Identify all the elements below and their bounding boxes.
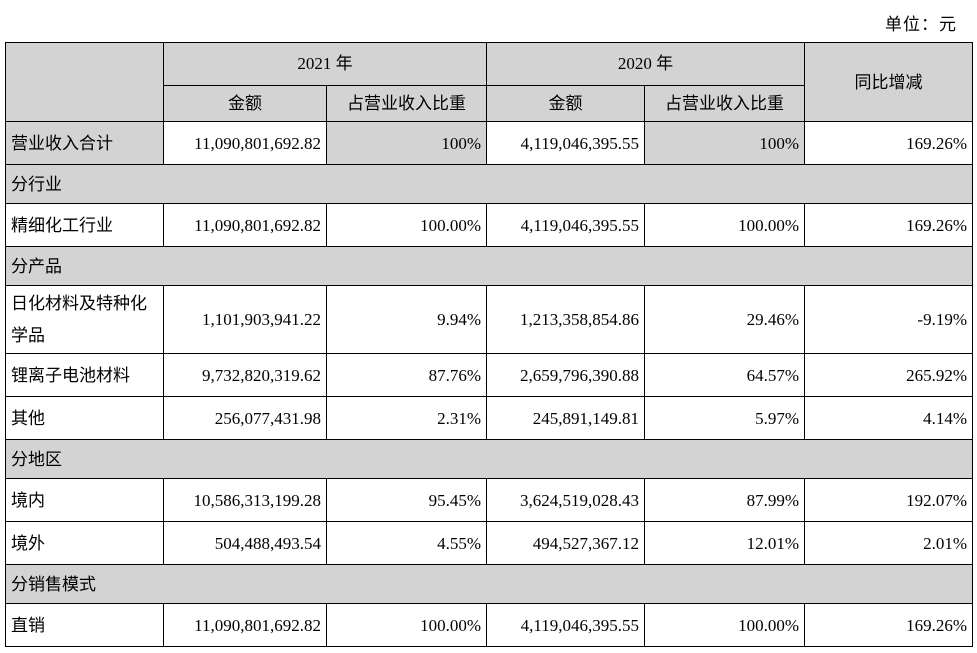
amount-2021-cell: 9,732,820,319.62 — [163, 353, 327, 398]
amount-2021-header: 金额 — [163, 84, 327, 123]
yoy-cell: 169.26% — [804, 121, 973, 166]
year-2020-header: 2020 年 — [486, 42, 805, 86]
row-label-cell: 其他 — [5, 396, 164, 441]
section-label-cell: 分销售模式 — [5, 564, 973, 605]
yoy-header: 同比增减 — [804, 41, 973, 123]
amount-2020-cell: 494,527,367.12 — [486, 521, 645, 566]
pct-2020-header: 占营业收入比重 — [644, 84, 805, 123]
table-header: 2021 年 2020 年 同比增减 金额 占营业收入比重 金额 占营业收入比重 — [5, 41, 973, 123]
amount-2021-cell: 11,090,801,692.82 — [163, 603, 327, 648]
pct-2020-cell: 87.99% — [644, 478, 805, 523]
yoy-cell: 2.01% — [804, 521, 973, 566]
amount-2020-cell: 4,119,046,395.55 — [486, 603, 645, 648]
header-row-years: 2021 年 2020 年 同比增减 — [5, 41, 973, 123]
table-body: 营业收入合计 11,090,801,692.82 100% 4,119,046,395… — [5, 121, 973, 648]
yoy-cell: 265.92% — [804, 353, 973, 398]
row-label-cell: 境外 — [5, 521, 164, 566]
pct-2021-cell: 95.45% — [326, 478, 487, 523]
year-2021-header: 2021 年 — [163, 42, 487, 86]
section-row: 分地区 — [5, 439, 973, 480]
section-row: 分销售模式 — [5, 564, 973, 605]
revenue-breakdown-table: 2021 年 2020 年 同比增减 金额 占营业收入比重 金额 占营业收入比重… — [5, 41, 973, 648]
pct-2021-cell: 4.55% — [326, 521, 487, 566]
row-label-cell: 精细化工行业 — [5, 203, 164, 248]
pct-2021-header: 占营业收入比重 — [326, 84, 487, 123]
section-label-cell: 分行业 — [5, 164, 973, 205]
pct-2020-cell: 100.00% — [644, 603, 805, 648]
amount-2020-cell: 4,119,046,395.55 — [486, 203, 645, 248]
yoy-cell: 169.26% — [804, 603, 973, 648]
amount-2021-cell: 1,101,903,941.22 — [163, 285, 327, 355]
table-row: 日化材料及特种化学品 1,101,903,941.22 9.94% 1,213,358… — [5, 285, 973, 355]
row-label-cell: 锂离子电池材料 — [5, 353, 164, 398]
row-label-cell: 日化材料及特种化学品 — [5, 285, 164, 355]
pct-2021-cell: 9.94% — [326, 285, 487, 355]
amount-2021-cell: 10,586,313,199.28 — [163, 478, 327, 523]
table-row: 精细化工行业 11,090,801,692.82 100.00% 4,119,046,… — [5, 203, 973, 248]
pct-2020-cell: 100.00% — [644, 203, 805, 248]
row-label-cell: 营业收入合计 — [5, 121, 164, 166]
amount-2020-cell: 4,119,046,395.55 — [486, 121, 645, 166]
pct-2021-cell: 100% — [326, 121, 487, 166]
corner-cell — [5, 41, 164, 123]
amount-2020-cell: 245,891,149.81 — [486, 396, 645, 441]
yoy-cell: 169.26% — [804, 203, 973, 248]
amount-2021-cell: 11,090,801,692.82 — [163, 203, 327, 248]
unit-label: 单位：元 — [885, 15, 957, 34]
table-row: 境内 10,586,313,199.28 95.45% 3,624,519,028.4… — [5, 478, 973, 523]
table-row: 其他 256,077,431.98 2.31% 245,891,149.81 5.97%… — [5, 396, 973, 441]
amount-2020-cell: 1,213,358,854.86 — [486, 285, 645, 355]
section-row: 分行业 — [5, 164, 973, 205]
section-label-cell: 分地区 — [5, 439, 973, 480]
pct-2021-cell: 2.31% — [326, 396, 487, 441]
header-row-measures: 金额 占营业收入比重 金额 占营业收入比重 — [6, 84, 973, 123]
row-label-cell: 境内 — [5, 478, 164, 523]
section-label-cell: 分产品 — [5, 246, 973, 287]
amount-2021-cell: 256,077,431.98 — [163, 396, 327, 441]
pct-2020-cell: 12.01% — [644, 521, 805, 566]
section-row: 分产品 — [5, 246, 973, 287]
amount-2020-cell: 2,659,796,390.88 — [486, 353, 645, 398]
pct-2021-cell: 87.76% — [326, 353, 487, 398]
amount-2020-header: 金额 — [486, 84, 645, 123]
table-row: 锂离子电池材料 9,732,820,319.62 87.76% 2,659,796,3… — [5, 353, 973, 398]
pct-2021-cell: 100.00% — [326, 203, 487, 248]
pct-2021-cell: 100.00% — [326, 603, 487, 648]
pct-2020-cell: 29.46% — [644, 285, 805, 355]
table-row: 境外 504,488,493.54 4.55% 494,527,367.12 12.01… — [5, 521, 973, 566]
pct-2020-cell: 5.97% — [644, 396, 805, 441]
table-row: 营业收入合计 11,090,801,692.82 100% 4,119,046,395… — [5, 121, 973, 166]
yoy-cell: 192.07% — [804, 478, 973, 523]
amount-2020-cell: 3,624,519,028.43 — [486, 478, 645, 523]
amount-2021-cell: 504,488,493.54 — [163, 521, 327, 566]
yoy-cell: -9.19% — [804, 285, 973, 355]
table-row: 直销 11,090,801,692.82 100.00% 4,119,046,395.… — [5, 603, 973, 648]
amount-2021-cell: 11,090,801,692.82 — [163, 121, 327, 166]
pct-2020-cell: 64.57% — [644, 353, 805, 398]
pct-2020-cell: 100% — [644, 121, 805, 166]
row-label-cell: 直销 — [5, 603, 164, 648]
yoy-cell: 4.14% — [804, 396, 973, 441]
